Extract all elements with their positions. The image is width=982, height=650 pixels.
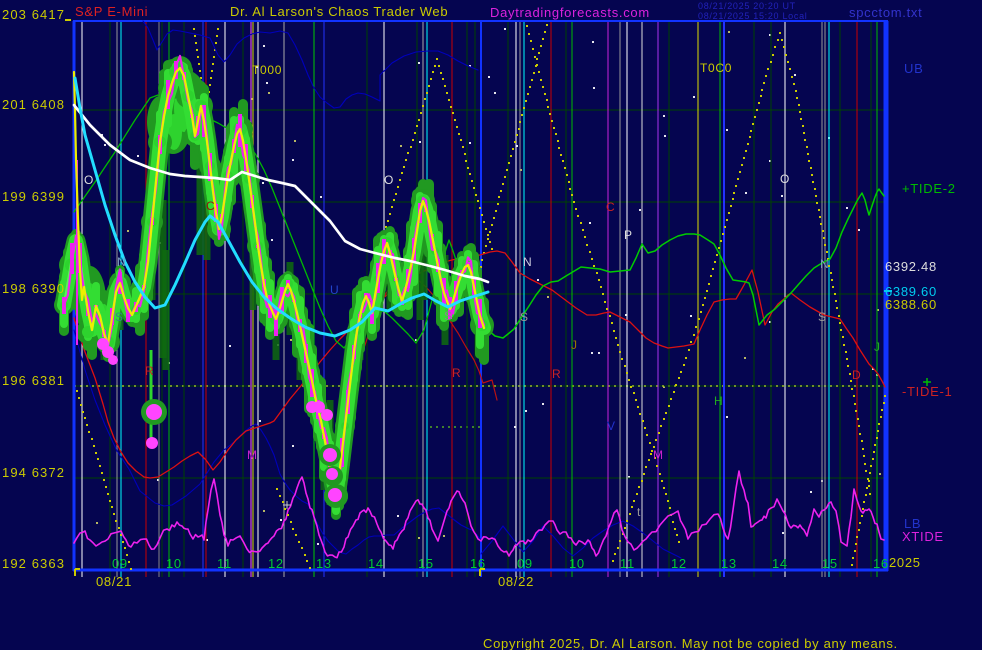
svg-text:13: 13: [316, 556, 332, 571]
svg-text:spcctom.txt: spcctom.txt: [849, 5, 922, 20]
svg-text:203 6417: 203 6417: [2, 7, 65, 22]
svg-text:15: 15: [822, 556, 838, 571]
svg-text:15: 15: [418, 556, 434, 571]
svg-text:M: M: [247, 448, 258, 462]
svg-text:6392.48: 6392.48: [885, 259, 937, 274]
svg-text:13: 13: [721, 556, 737, 571]
svg-text:R: R: [452, 366, 461, 380]
svg-text:14: 14: [772, 556, 788, 571]
svg-text:D: D: [852, 368, 861, 382]
svg-text:Copyright 2025, Dr. Al Larson.: Copyright 2025, Dr. Al Larson. May not b…: [483, 636, 898, 650]
svg-text:T000: T000: [252, 63, 282, 77]
svg-text:N: N: [523, 255, 532, 269]
svg-text:R: R: [552, 367, 561, 381]
svg-text:C: C: [206, 199, 215, 213]
svg-text:J: J: [571, 338, 578, 352]
svg-text:10: 10: [569, 556, 585, 571]
svg-text:2025: 2025: [889, 555, 921, 570]
svg-text:S: S: [115, 310, 124, 324]
svg-text:-TIDE-1: -TIDE-1: [902, 384, 952, 399]
svg-text:V: V: [607, 419, 616, 433]
svg-text:6388.60: 6388.60: [885, 297, 937, 312]
svg-text:R: R: [145, 364, 154, 378]
svg-text:11: 11: [620, 556, 635, 571]
svg-text:O: O: [84, 173, 94, 187]
svg-text:S: S: [444, 309, 453, 323]
svg-text:P: P: [624, 228, 633, 242]
svg-text:H: H: [714, 394, 723, 408]
svg-text:11: 11: [217, 556, 232, 571]
svg-text:O: O: [780, 172, 790, 186]
svg-text:10: 10: [166, 556, 182, 571]
svg-text:XTIDE: XTIDE: [902, 529, 944, 544]
svg-text:08/21/2025 15:20 Local: 08/21/2025 15:20 Local: [698, 11, 807, 21]
svg-text:S: S: [520, 310, 529, 324]
svg-text:201 6408: 201 6408: [2, 97, 65, 112]
svg-text:192 6363: 192 6363: [2, 556, 65, 571]
svg-text:S&P E-Mini: S&P E-Mini: [75, 4, 148, 19]
svg-text:t: t: [637, 505, 641, 519]
svg-text:09: 09: [112, 556, 128, 571]
svg-text:J: J: [874, 340, 881, 354]
svg-text:14: 14: [368, 556, 384, 571]
svg-text:199 6399: 199 6399: [2, 189, 65, 204]
svg-text:O: O: [384, 173, 394, 187]
svg-text:12: 12: [268, 556, 284, 571]
svg-text:N: N: [820, 257, 829, 271]
svg-text:194 6372: 194 6372: [2, 465, 65, 480]
svg-text:UB: UB: [904, 61, 923, 76]
svg-text:198 6390: 198 6390: [2, 281, 65, 296]
svg-text:M: M: [653, 448, 664, 462]
svg-text:Dr. Al Larson's Chaos Trader W: Dr. Al Larson's Chaos Trader Web: [230, 4, 448, 19]
svg-text:16: 16: [873, 556, 889, 571]
svg-text:S: S: [818, 310, 827, 324]
svg-text:196 6381: 196 6381: [2, 373, 65, 388]
svg-text:Daytradingforecasts.com: Daytradingforecasts.com: [490, 5, 650, 20]
svg-text:08/22: 08/22: [498, 574, 534, 589]
svg-text:+TIDE-2: +TIDE-2: [902, 181, 956, 196]
svg-text:08/21: 08/21: [96, 574, 132, 589]
svg-text:12: 12: [671, 556, 687, 571]
svg-text:6389.60: 6389.60: [885, 284, 937, 299]
svg-text:C: C: [606, 200, 615, 214]
svg-text:LB: LB: [904, 516, 921, 531]
svg-text:16: 16: [470, 556, 486, 571]
svg-text:T0C0: T0C0: [700, 61, 732, 75]
svg-text:08/21/2025 20:20 UT: 08/21/2025 20:20 UT: [698, 1, 796, 11]
svg-text:N: N: [117, 255, 126, 269]
svg-text:09: 09: [517, 556, 533, 571]
svg-text:U: U: [330, 283, 339, 297]
